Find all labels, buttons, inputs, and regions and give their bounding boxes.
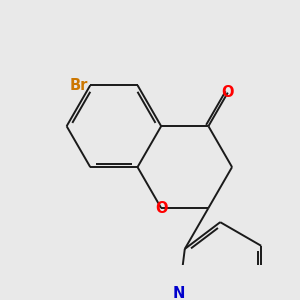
- Text: Br: Br: [69, 78, 88, 93]
- Text: N: N: [173, 286, 185, 300]
- Text: O: O: [155, 200, 167, 215]
- Text: O: O: [221, 85, 234, 100]
